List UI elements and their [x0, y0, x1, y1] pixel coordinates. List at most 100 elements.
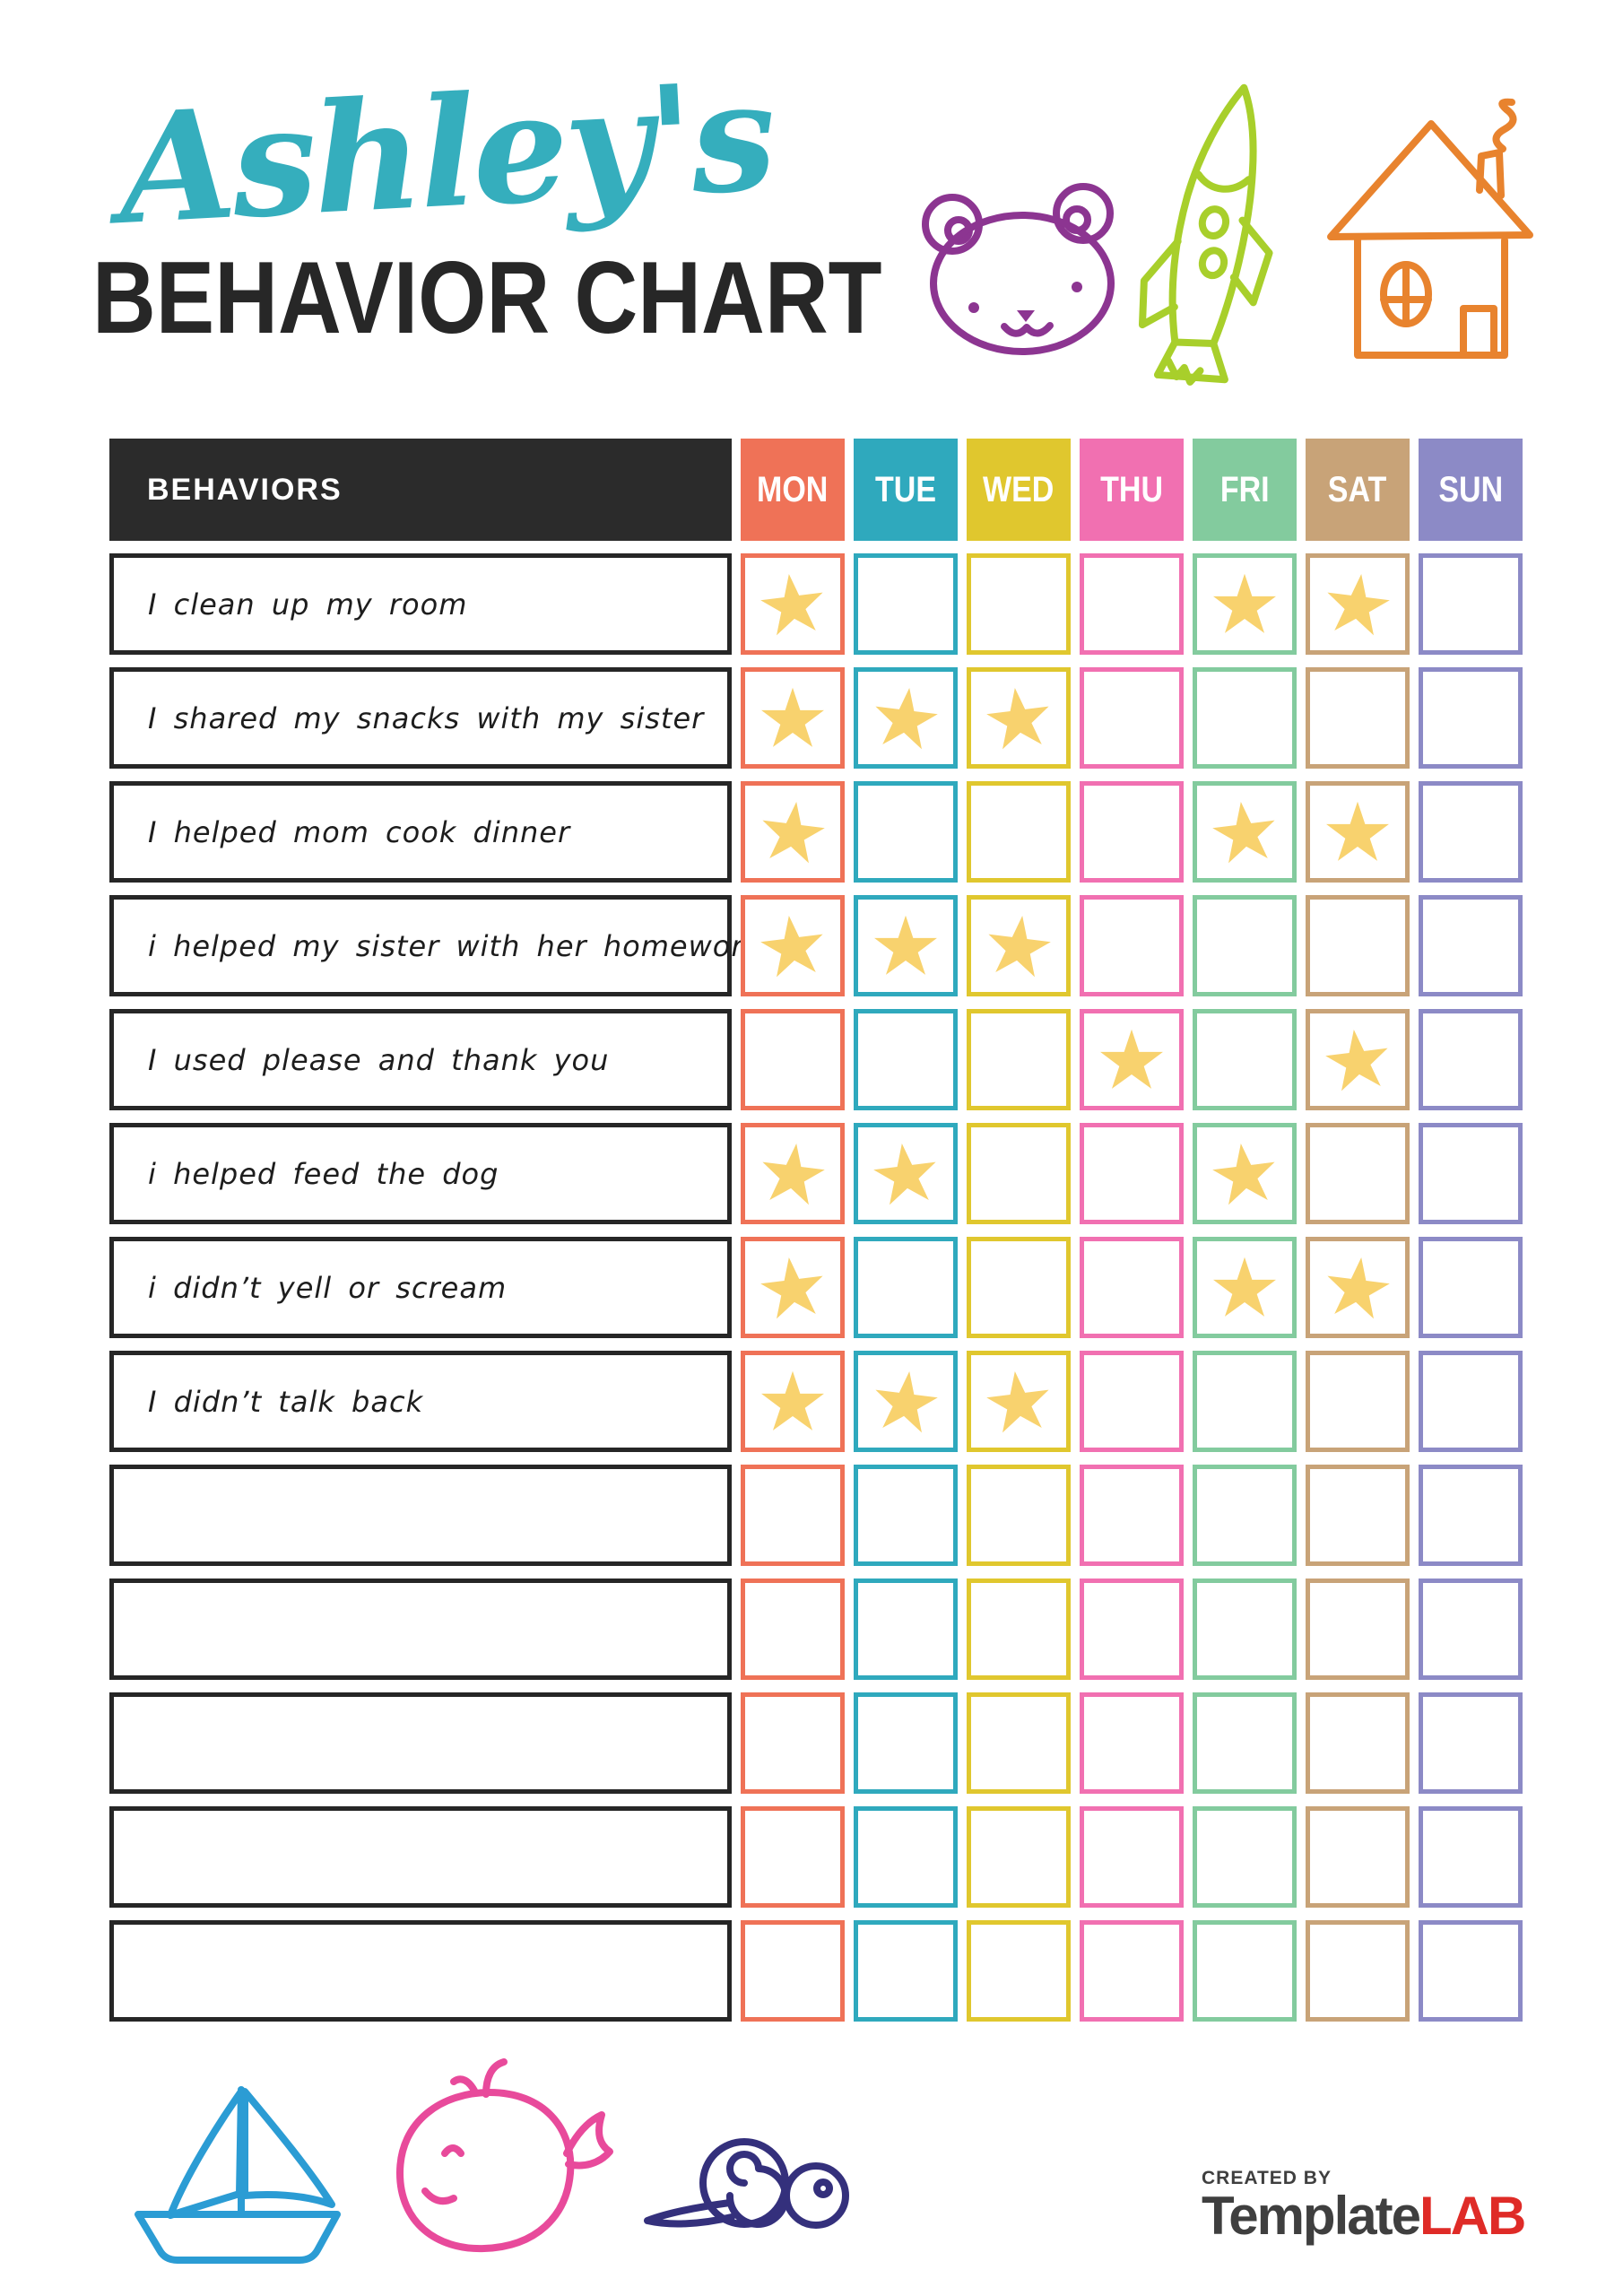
star-cell-sun[interactable] [1419, 553, 1523, 655]
star-cell-fri[interactable] [1193, 1806, 1297, 1908]
star-cell-fri[interactable] [1193, 1465, 1297, 1566]
star-cell-sun[interactable] [1419, 1123, 1523, 1224]
star-cell-sat[interactable] [1306, 1692, 1410, 1794]
star-cell-fri[interactable] [1193, 553, 1297, 655]
star-cell-wed[interactable] [967, 1123, 1071, 1224]
star-cell-thu[interactable] [1080, 1920, 1184, 2022]
star-cell-fri[interactable] [1193, 1123, 1297, 1224]
star-cell-tue[interactable] [854, 895, 958, 996]
star-cell-wed[interactable] [967, 1465, 1071, 1566]
star-cell-mon[interactable] [741, 1009, 845, 1110]
star-cell-tue[interactable] [854, 1123, 958, 1224]
star-cell-fri[interactable] [1193, 781, 1297, 883]
star-cell-wed[interactable] [967, 667, 1071, 769]
star-cell-sun[interactable] [1419, 1806, 1523, 1908]
star-cell-tue[interactable] [854, 1920, 958, 2022]
star-cell-tue[interactable] [854, 1009, 958, 1110]
star-cell-wed[interactable] [967, 553, 1071, 655]
star-cell-sun[interactable] [1419, 895, 1523, 996]
star-cell-tue[interactable] [854, 553, 958, 655]
star-cell-fri[interactable] [1193, 1351, 1297, 1452]
star-cell-wed[interactable] [967, 1806, 1071, 1908]
star-cell-sat[interactable] [1306, 1578, 1410, 1680]
star-icon [1212, 801, 1275, 863]
star-cell-sat[interactable] [1306, 1920, 1410, 2022]
star-cell-wed[interactable] [967, 1692, 1071, 1794]
star-cell-sat[interactable] [1306, 1806, 1410, 1908]
star-cell-wed[interactable] [967, 1578, 1071, 1680]
star-icon [760, 573, 823, 635]
star-cell-tue[interactable] [854, 1692, 958, 1794]
star-cell-tue[interactable] [854, 1351, 958, 1452]
star-cell-sun[interactable] [1419, 667, 1523, 769]
star-cell-mon[interactable] [741, 667, 845, 769]
star-cell-thu[interactable] [1080, 1692, 1184, 1794]
star-cell-thu[interactable] [1080, 553, 1184, 655]
star-cell-sun[interactable] [1419, 1920, 1523, 2022]
star-cell-sat[interactable] [1306, 1351, 1410, 1452]
star-cell-sun[interactable] [1419, 781, 1523, 883]
star-cell-fri[interactable] [1193, 1920, 1297, 2022]
star-cell-wed[interactable] [967, 1351, 1071, 1452]
star-cell-fri[interactable] [1193, 1578, 1297, 1680]
star-cell-mon[interactable] [741, 1237, 845, 1338]
star-cell-thu[interactable] [1080, 1009, 1184, 1110]
star-cell-sun[interactable] [1419, 1578, 1523, 1680]
star-cell-mon[interactable] [741, 1692, 845, 1794]
behavior-label: I shared my snacks with my sister [148, 700, 705, 735]
star-cell-sat[interactable] [1306, 1123, 1410, 1224]
star-cell-tue[interactable] [854, 1465, 958, 1566]
star-cell-sat[interactable] [1306, 553, 1410, 655]
star-icon [1327, 1257, 1390, 1318]
star-cell-thu[interactable] [1080, 1578, 1184, 1680]
star-cell-wed[interactable] [967, 1237, 1071, 1338]
star-cell-sun[interactable] [1419, 1465, 1523, 1566]
star-cell-fri[interactable] [1193, 895, 1297, 996]
star-cell-thu[interactable] [1080, 1465, 1184, 1566]
star-cell-sun[interactable] [1419, 1237, 1523, 1338]
star-cell-sat[interactable] [1306, 895, 1410, 996]
behavior-label-cell: I didn’t talk back [109, 1351, 732, 1452]
star-cell-tue[interactable] [854, 781, 958, 883]
star-cell-wed[interactable] [967, 895, 1071, 996]
star-cell-mon[interactable] [741, 1920, 845, 2022]
star-cell-tue[interactable] [854, 1578, 958, 1680]
star-cell-fri[interactable] [1193, 1692, 1297, 1794]
day-header-fri: FRI [1193, 439, 1297, 541]
star-cell-sat[interactable] [1306, 667, 1410, 769]
star-cell-mon[interactable] [741, 1806, 845, 1908]
star-cell-mon[interactable] [741, 1351, 845, 1452]
star-cell-thu[interactable] [1080, 667, 1184, 769]
star-cell-wed[interactable] [967, 1009, 1071, 1110]
star-cell-thu[interactable] [1080, 1237, 1184, 1338]
star-cell-sat[interactable] [1306, 1237, 1410, 1338]
star-cell-thu[interactable] [1080, 1123, 1184, 1224]
day-header-mon: MON [741, 439, 845, 541]
star-cell-thu[interactable] [1080, 1351, 1184, 1452]
star-cell-thu[interactable] [1080, 895, 1184, 996]
star-cell-mon[interactable] [741, 781, 845, 883]
star-cell-fri[interactable] [1193, 1009, 1297, 1110]
star-cell-sun[interactable] [1419, 1351, 1523, 1452]
star-cell-mon[interactable] [741, 1465, 845, 1566]
star-cell-thu[interactable] [1080, 781, 1184, 883]
star-cell-mon[interactable] [741, 895, 845, 996]
star-cell-mon[interactable] [741, 1578, 845, 1680]
star-cell-sun[interactable] [1419, 1692, 1523, 1794]
star-cell-sat[interactable] [1306, 1009, 1410, 1110]
star-cell-fri[interactable] [1193, 667, 1297, 769]
star-cell-sat[interactable] [1306, 781, 1410, 883]
star-cell-mon[interactable] [741, 1123, 845, 1224]
behaviors-header: BEHAVIORS [109, 439, 732, 541]
star-cell-sat[interactable] [1306, 1465, 1410, 1566]
created-by-label: CREATED BY [1202, 2168, 1332, 2188]
star-cell-tue[interactable] [854, 1237, 958, 1338]
star-cell-tue[interactable] [854, 667, 958, 769]
star-cell-wed[interactable] [967, 781, 1071, 883]
star-cell-sun[interactable] [1419, 1009, 1523, 1110]
star-cell-wed[interactable] [967, 1920, 1071, 2022]
star-cell-mon[interactable] [741, 553, 845, 655]
star-cell-thu[interactable] [1080, 1806, 1184, 1908]
star-cell-fri[interactable] [1193, 1237, 1297, 1338]
star-cell-tue[interactable] [854, 1806, 958, 1908]
